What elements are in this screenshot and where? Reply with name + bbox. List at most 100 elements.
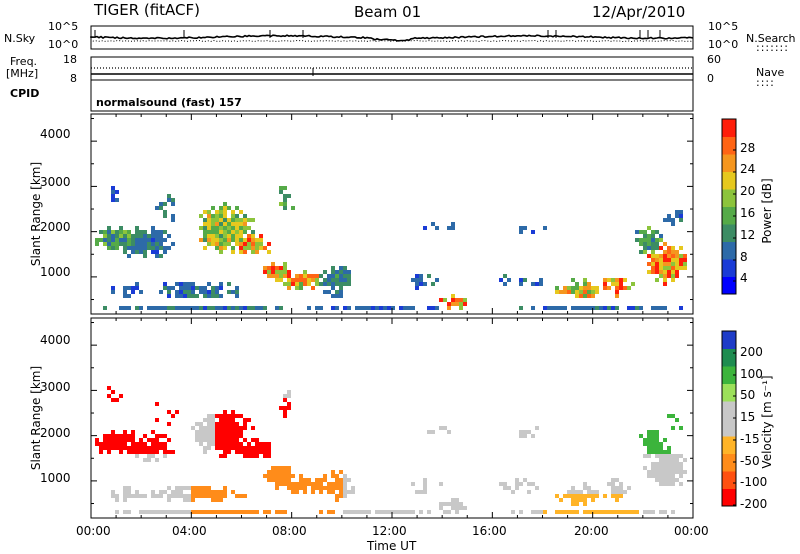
velocity-cell: [127, 438, 131, 442]
power-cell: [415, 274, 419, 278]
power-cell: [655, 262, 659, 266]
velocity-cell: [611, 494, 615, 498]
velocity-cell: [151, 490, 155, 494]
power-cell: [335, 282, 339, 286]
power-cell: [563, 306, 567, 310]
power-cell: [219, 306, 223, 310]
power-cell: [339, 286, 343, 290]
velocity-cell: [127, 490, 131, 494]
velocity-cell: [287, 482, 291, 486]
velocity-cell: [307, 482, 311, 486]
velocity-cell: [607, 510, 611, 514]
velocity-cell: [243, 446, 247, 450]
power-cell: [207, 230, 211, 234]
velocity-cell: [199, 490, 203, 494]
velocity-cell: [235, 430, 239, 434]
velocity-cell: [271, 478, 275, 482]
power-cell: [243, 246, 247, 250]
power-cell: [215, 210, 219, 214]
power-cell: [219, 234, 223, 238]
velocity-cell: [211, 494, 215, 498]
power-cell: [663, 282, 667, 286]
velocity-cell: [595, 490, 599, 494]
velocity-cell: [163, 446, 167, 450]
velocity-cell: [443, 510, 447, 514]
velocity-cell: [647, 470, 651, 474]
power-cell: [339, 274, 343, 278]
velocity-cell: [287, 406, 291, 410]
velocity-cell: [207, 426, 211, 430]
colorbar-swatch: [722, 171, 736, 190]
velocity-cell: [659, 462, 663, 466]
power-cell: [123, 306, 127, 310]
power-cell: [423, 226, 427, 230]
power-cell: [555, 306, 559, 310]
velocity-cell: [655, 474, 659, 478]
velocity-cell: [223, 430, 227, 434]
velocity-cell: [583, 486, 587, 490]
power-cell: [135, 234, 139, 238]
velocity-cell: [127, 446, 131, 450]
velocity-cell: [339, 470, 343, 474]
power-cell: [155, 230, 159, 234]
power-cell: [667, 218, 671, 222]
velocity-cell: [595, 510, 599, 514]
velocity-cell: [515, 478, 519, 482]
velocity-cell: [311, 490, 315, 494]
power-cell: [287, 270, 291, 274]
power-cell: [347, 306, 351, 310]
power-cell: [211, 206, 215, 210]
power-cell: [343, 278, 347, 282]
power-cell: [243, 226, 247, 230]
power-cell: [575, 286, 579, 290]
power-cell: [119, 234, 123, 238]
power-cell: [231, 306, 235, 310]
velocity-cell: [663, 458, 667, 462]
power-cell: [431, 282, 435, 286]
velocity-cell: [671, 414, 675, 418]
power-cell: [331, 274, 335, 278]
velocity-cell: [615, 510, 619, 514]
velocity-cell: [207, 438, 211, 442]
power-cell: [363, 306, 367, 310]
velocity-cell: [143, 434, 147, 438]
xtick-1600: 16:00: [472, 524, 507, 538]
velocity-cell: [651, 510, 655, 514]
power-cell: [255, 242, 259, 246]
power-cell: [343, 282, 347, 286]
velocity-cell: [167, 410, 171, 414]
colorbar-ticks: [733, 149, 736, 506]
power-cell: [215, 242, 219, 246]
power-cell: [359, 306, 363, 310]
velocity-cell: [671, 466, 675, 470]
power-cell: [451, 226, 455, 230]
power-cell: [331, 286, 335, 290]
power-cell: [243, 306, 247, 310]
power-cell: [279, 266, 283, 270]
velocity-cell: [243, 494, 247, 498]
power-cell: [307, 282, 311, 286]
velocity-cell: [347, 490, 351, 494]
power-cell: [107, 234, 111, 238]
velocity-cell: [155, 418, 159, 422]
power-cell: [651, 242, 655, 246]
velocity-cell: [359, 510, 363, 514]
power-cell: [119, 238, 123, 242]
power-cell: [667, 246, 671, 250]
velocity-cell: [283, 474, 287, 478]
velocity-cell: [439, 426, 443, 430]
velocity-cell: [223, 454, 227, 458]
power-cell: [131, 238, 135, 242]
power-cell: [95, 238, 99, 242]
velocity-cell: [347, 478, 351, 482]
velocity-cell: [167, 422, 171, 426]
power-cell: [167, 286, 171, 290]
velocity-cell: [143, 446, 147, 450]
power-cell: [159, 238, 163, 242]
power-cell: [235, 226, 239, 230]
velocity-cell: [231, 438, 235, 442]
velocity-cell: [231, 442, 235, 446]
velocity-cell: [203, 438, 207, 442]
power-cell: [159, 202, 163, 206]
velocity-cell: [563, 510, 567, 514]
